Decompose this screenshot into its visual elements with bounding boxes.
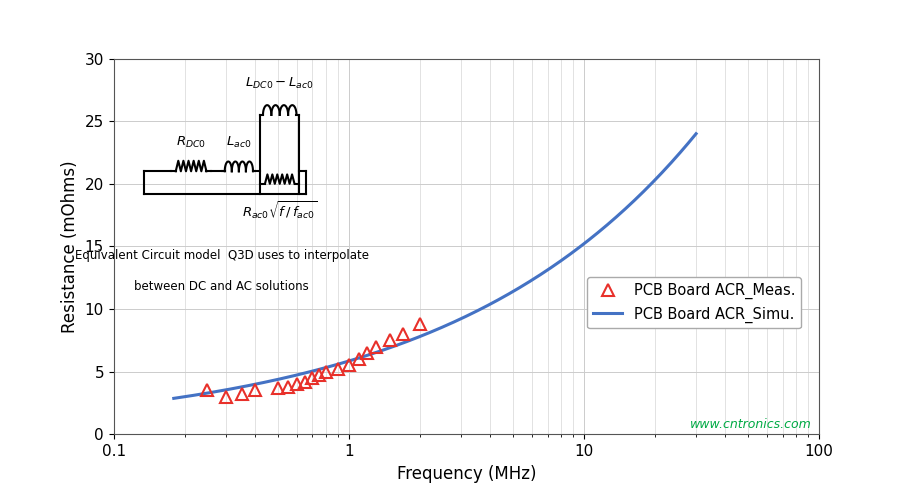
Text: $R_{ac0}\sqrt{f\,/\,f_{ac0}}$: $R_{ac0}\sqrt{f\,/\,f_{ac0}}$ xyxy=(242,201,318,223)
Text: $R_{DC0}$: $R_{DC0}$ xyxy=(176,135,207,150)
Text: Equivalent Circuit model  Q3D uses to interpolate: Equivalent Circuit model Q3D uses to int… xyxy=(75,249,369,262)
Text: between DC and AC solutions: between DC and AC solutions xyxy=(135,280,309,293)
Legend: PCB Board ACR_Meas., PCB Board ACR_Simu.: PCB Board ACR_Meas., PCB Board ACR_Simu. xyxy=(587,277,801,328)
X-axis label: Frequency (MHz): Frequency (MHz) xyxy=(397,465,536,483)
Text: www.cntronics.com: www.cntronics.com xyxy=(690,418,812,430)
Text: $L_{ac0}$: $L_{ac0}$ xyxy=(227,135,251,150)
Y-axis label: Resistance (mOhms): Resistance (mOhms) xyxy=(61,160,79,333)
Text: $L_{DC0}-L_{ac0}$: $L_{DC0}-L_{ac0}$ xyxy=(246,76,314,91)
